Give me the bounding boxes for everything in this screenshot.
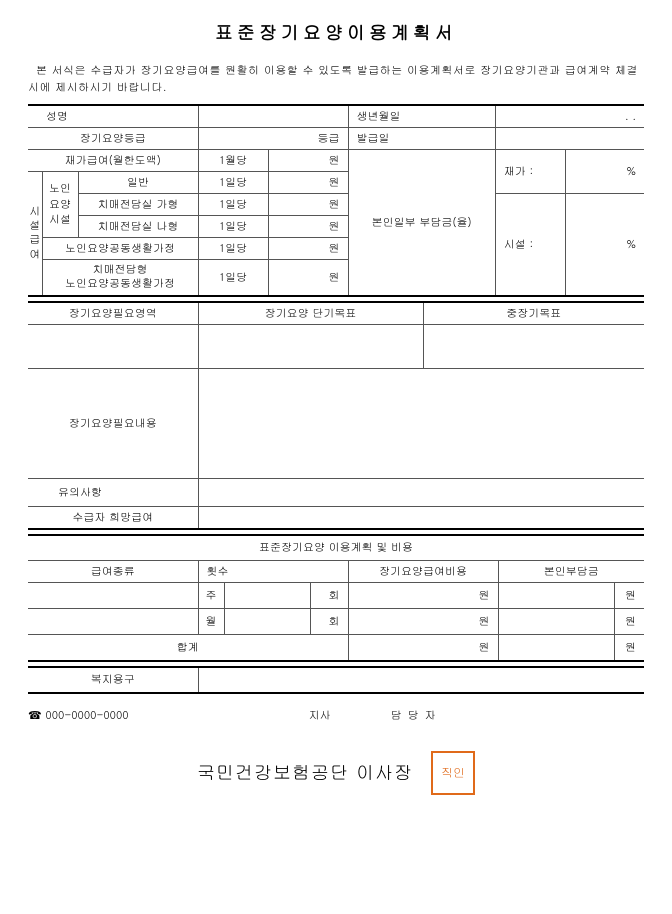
plan-r2-period: 월 [198, 609, 224, 635]
plan-h3: 장기요양급여비용 [348, 561, 498, 583]
fac-unit-d: 원 [268, 238, 348, 260]
signature-text: 국민건강보험공단 이사장 [197, 760, 413, 785]
plan-total-cost: 원 [348, 635, 498, 661]
goals-note-label: 유의사항 [28, 478, 198, 506]
goals-r1c3 [423, 324, 644, 368]
name-value [198, 105, 348, 128]
grade-label: 장기요양등급 [28, 128, 198, 150]
plan-r1-times: 회 [310, 583, 348, 609]
goals-content-label: 장기요양필요내용 [28, 368, 198, 478]
fac-per-c: 1일당 [198, 216, 268, 238]
fac-unit-a: 원 [268, 172, 348, 194]
signature-block: 국민건강보험공단 이사장 직인 [28, 751, 644, 795]
fac-per-d: 1일당 [198, 238, 268, 260]
intro-text: 본 서식은 수급자가 장기요양급여를 원활히 이용할 수 있도록 발급하는 이용… [28, 63, 644, 96]
page-title: 표준장기요양이용계획서 [28, 20, 644, 45]
welfare-value [198, 667, 644, 693]
dob-label: 생년월일 [348, 105, 495, 128]
goals-wish-label: 수급자 희망급여 [28, 506, 198, 529]
person-label: 담당자 [391, 708, 442, 723]
plan-r2-cost: 원 [348, 609, 498, 635]
stamp-icon: 직인 [431, 751, 475, 795]
facility-side-label: 시설급여 [28, 172, 42, 296]
goals-r1c1 [28, 324, 198, 368]
plan-h1: 급여종류 [28, 561, 198, 583]
plan-section-title: 표준장기요양 이용계획 및 비용 [28, 535, 644, 561]
goals-col1: 장기요양필요영역 [28, 302, 198, 325]
copay-title: 본인일부 부담금(율) [348, 150, 495, 296]
copay-fac-pct: % [565, 194, 644, 296]
plan-r1-cost: 원 [348, 583, 498, 609]
plan-r1-cnt [224, 583, 310, 609]
plan-r2-cnt [224, 609, 310, 635]
plan-r1-copay-v [498, 583, 614, 609]
fac-row-b: 치매전담실 가형 [78, 194, 198, 216]
fac-row-c: 치매전담실 나형 [78, 216, 198, 238]
plan-r2-type [28, 609, 198, 635]
fac-row-a: 일반 [78, 172, 198, 194]
home-unit: 원 [268, 150, 348, 172]
info-table: 성명 생년월일 . . 장기요양등급 등급 발급일 재가급여(월한도액) 1월당… [28, 104, 644, 297]
grade-value: 등급 [198, 128, 348, 150]
copay-home-label: 재가 : [495, 150, 565, 194]
goals-col2: 장기요양 단기목표 [198, 302, 423, 325]
plan-r1-period: 주 [198, 583, 224, 609]
fac-unit-b: 원 [268, 194, 348, 216]
plan-h4: 본인부담금 [498, 561, 644, 583]
issue-value [495, 128, 644, 150]
welfare-table: 복지용구 [28, 666, 644, 694]
fac-row-e: 치매전담형노인요양공동생활가정 [42, 260, 198, 296]
plan-r2-copay: 원 [614, 609, 644, 635]
goals-r1c2 [198, 324, 423, 368]
fac-per-e: 1일당 [198, 260, 268, 296]
plan-total-copay: 원 [614, 635, 644, 661]
plan-total-copay-v [498, 635, 614, 661]
copay-fac-label: 시설 : [495, 194, 565, 296]
plan-table: 표준장기요양 이용계획 및 비용 급여종류 횟수 장기요양급여비용 본인부담금 … [28, 534, 644, 662]
fac-unit-c: 원 [268, 216, 348, 238]
fac-per-b: 1일당 [198, 194, 268, 216]
issue-label: 발급일 [348, 128, 495, 150]
dob-value: . . [495, 105, 644, 128]
plan-r1-type [28, 583, 198, 609]
goals-note-value [198, 478, 644, 506]
footer: ☎ 000-0000-0000 지사 담당자 [28, 708, 644, 723]
goals-wish-value [198, 506, 644, 529]
fac-row-d: 노인요양공동생활가정 [42, 238, 198, 260]
plan-total-label: 합계 [28, 635, 348, 661]
plan-r2-copay-v [498, 609, 614, 635]
plan-h2: 횟수 [198, 561, 348, 583]
goals-col3: 중장기목표 [423, 302, 644, 325]
fac-col1: 노인요양시설 [42, 172, 78, 238]
plan-r2-times: 회 [310, 609, 348, 635]
welfare-label: 복지용구 [28, 667, 198, 693]
plan-r1-copay: 원 [614, 583, 644, 609]
name-label: 성명 [28, 105, 198, 128]
home-benefit-label: 재가급여(월한도액) [28, 150, 198, 172]
copay-home-pct: % [565, 150, 644, 194]
branch: 지사 [309, 708, 331, 723]
goals-table: 장기요양필요영역 장기요양 단기목표 중장기목표 장기요양필요내용 유의사항 수… [28, 301, 644, 530]
home-per: 1월당 [198, 150, 268, 172]
phone-icon: ☎ [28, 710, 42, 722]
fac-per-a: 1일당 [198, 172, 268, 194]
goals-content-value [198, 368, 644, 478]
phone: ☎ 000-0000-0000 [28, 708, 129, 723]
fac-unit-e: 원 [268, 260, 348, 296]
